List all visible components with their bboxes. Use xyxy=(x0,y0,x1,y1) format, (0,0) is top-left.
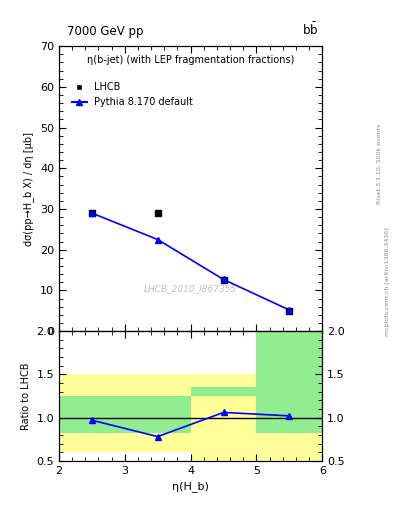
Bar xyxy=(59,374,125,452)
Bar xyxy=(257,331,322,433)
Y-axis label: Ratio to LHCB: Ratio to LHCB xyxy=(21,362,31,430)
Bar xyxy=(125,374,191,452)
Text: LHCB_2010_I867355: LHCB_2010_I867355 xyxy=(144,284,237,293)
Legend: LHCB, Pythia 8.170 default: LHCB, Pythia 8.170 default xyxy=(69,79,196,110)
X-axis label: η(H_b): η(H_b) xyxy=(172,481,209,492)
Text: b$\bar{\mathrm{b}}$: b$\bar{\mathrm{b}}$ xyxy=(302,22,318,38)
Bar xyxy=(59,396,125,433)
Bar xyxy=(191,374,257,461)
Text: mcplots.cern.ch [arXiv:1306.3436]: mcplots.cern.ch [arXiv:1306.3436] xyxy=(385,227,389,336)
Text: 7000 GeV pp: 7000 GeV pp xyxy=(67,26,143,38)
Bar xyxy=(257,331,322,461)
Text: η(b-jet) (with LEP fragmentation fractions): η(b-jet) (with LEP fragmentation fractio… xyxy=(87,55,294,65)
Bar xyxy=(125,396,191,433)
Y-axis label: dσ(pp→H_b X) / dη [μb]: dσ(pp→H_b X) / dη [μb] xyxy=(24,132,35,246)
Text: Rivet 3.1.10, 500k events: Rivet 3.1.10, 500k events xyxy=(377,124,382,204)
Bar xyxy=(191,388,257,396)
